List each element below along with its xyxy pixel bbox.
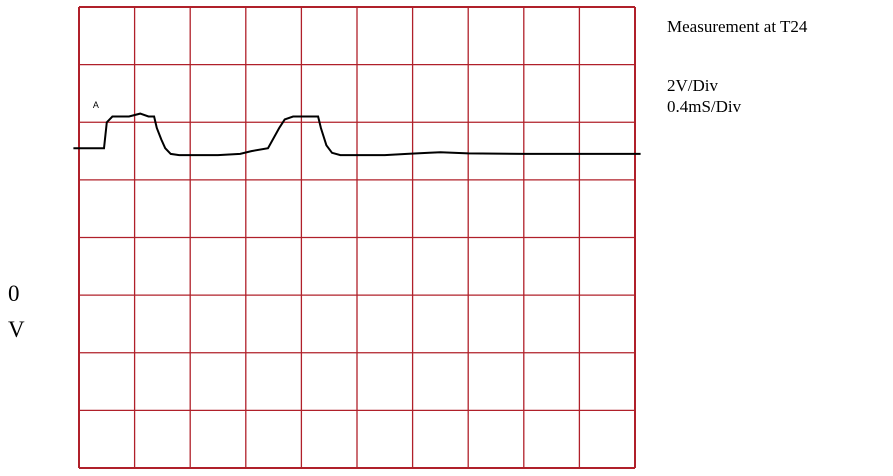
grid: [78, 6, 636, 469]
time-per-division: 0.4mS/Div: [667, 97, 742, 116]
signal-trace: [73, 112, 641, 157]
chart-title: Measurement at T24: [667, 17, 808, 36]
channel-marker: A: [93, 100, 99, 110]
volts-per-division: 2V/Div: [667, 76, 718, 95]
zero-volt-label: 0: [8, 281, 20, 306]
volt-unit-label: V: [8, 317, 25, 342]
